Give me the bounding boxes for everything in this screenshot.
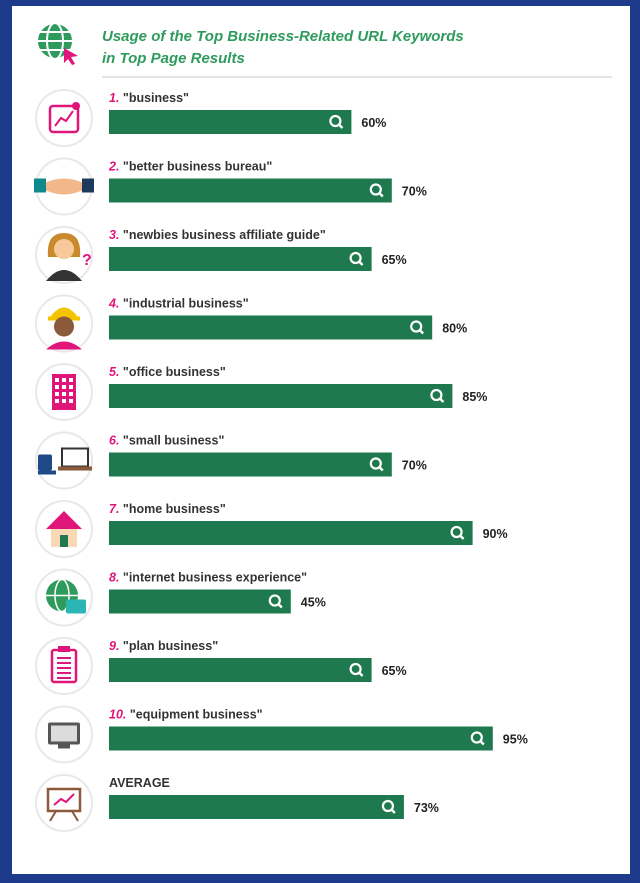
value-label: 80% [442,322,467,336]
category-label: 10. "equipment business" [109,708,263,722]
category-label: 7. "home business" [109,502,226,516]
keyword-text: "business" [123,91,189,105]
keyword-text: "equipment business" [130,708,263,722]
category-label: 2. "better business bureau" [108,160,272,174]
magnifier-icon [470,731,485,746]
hardhat-worker-icon [35,294,93,353]
magnifier-icon [430,388,445,403]
globe-cursor-icon [36,22,78,65]
rank-number: 5. [109,365,123,379]
rank-number: 7. [109,502,123,516]
bar-row: ? 3. "newbies business affiliate guide" 65… [35,226,407,284]
rank-number: 2. [108,160,123,174]
rank-number: 4. [108,297,123,311]
bar-row: 10. "equipment business" 95% [35,705,528,764]
keyword-text: "office business" [123,365,226,379]
bar [109,726,493,751]
bar [109,658,372,682]
desk-chair-icon [35,431,93,490]
rank-number: 9. [109,639,123,653]
bar [109,384,453,408]
bar-row: 1. "business" 60% [35,89,386,147]
bar-row: 9. "plan business" 65% [35,637,407,695]
category-label: 4. "industrial business" [108,297,249,311]
keyword-text: "internet business experience" [123,571,307,585]
house-icon [35,500,93,558]
value-label: 90% [483,527,508,541]
bar-row: 4. "industrial business" 80% [35,294,467,353]
magnifier-icon [349,251,364,266]
rank-number: 8. [109,571,123,585]
bar-row: AVERAGE 73% [35,774,439,832]
rank-number: 3. [109,228,123,242]
category-label: 1. "business" [109,91,189,105]
value-label: 70% [402,459,427,473]
category-label: 6. "small business" [109,434,224,448]
monitor-icon [35,705,93,764]
svg-text:?: ? [82,252,92,269]
magnifier-icon [381,799,396,814]
keyword-text: "small business" [123,434,225,448]
keyword-text: "industrial business" [123,297,249,311]
bar-row: 2. "better business bureau" 70% [34,157,427,216]
chart-title: Usage of the Top Business-Related URL Ke… [102,26,522,70]
bar [109,521,473,545]
bar-row: 8. "internet business experience" 45% [35,568,326,627]
value-label: 45% [301,596,326,610]
magnifier-icon [369,183,384,198]
bar-row: 6. "small business" 70% [35,431,427,490]
growth-chart-icon [35,89,93,147]
magnifier-icon [369,457,384,472]
keyword-text: "home business" [123,502,226,516]
magnifier-icon [410,320,425,335]
bar [109,795,404,819]
bar-row: 7. "home business" 90% [35,500,508,558]
infographic-card: Usage of the Top Business-Related URL Ke… [12,6,630,874]
bar-chart: 1. "business" 60% 2. "better business bure… [34,89,528,832]
magnifier-icon [349,662,364,677]
magnifier-icon [268,594,283,609]
bar [109,178,392,203]
title-divider [102,76,612,78]
title-line-2: in Top Page Results [102,50,245,67]
presentation-board-icon [35,774,93,832]
value-label: 85% [462,390,487,404]
category-label: 8. "internet business experience" [109,571,307,585]
value-label: 73% [414,801,439,815]
globe-briefcase-icon [35,568,93,627]
bar [109,247,372,271]
bar [109,589,291,614]
bar [109,110,352,134]
keyword-text: "plan business" [123,639,218,653]
value-label: 60% [361,116,386,130]
rank-number: 6. [109,434,123,448]
clipboard-icon [35,637,93,695]
value-label: 65% [382,664,407,678]
handshake-icon [34,157,94,216]
value-label: 95% [503,733,528,747]
title-line-1: Usage of the Top Business-Related URL Ke… [102,28,464,45]
office-building-icon [35,363,93,421]
category-label: AVERAGE [109,776,170,790]
magnifier-icon [450,525,465,540]
rank-number: 10. [109,708,130,722]
rank-number: 1. [109,91,123,105]
keyword-text: "better business bureau" [123,160,272,174]
businesswoman-question-icon: ? [35,226,93,284]
keyword-text: "newbies business affiliate guide" [123,228,326,242]
value-label: 70% [402,185,427,199]
category-label: 5. "office business" [109,365,226,379]
bar [109,315,433,340]
bar-row: 5. "office business" 85% [35,363,487,421]
value-label: 65% [382,253,407,267]
magnifier-icon [329,114,344,129]
category-label: 3. "newbies business affiliate guide" [109,228,326,242]
bar [109,452,392,477]
category-label: 9. "plan business" [109,639,218,653]
